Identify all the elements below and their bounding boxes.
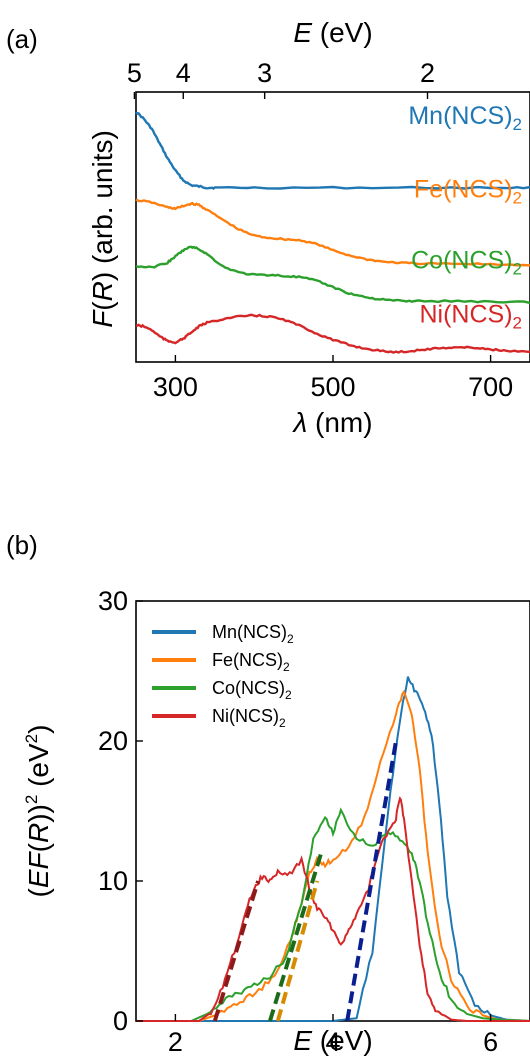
chart-b-fit-Co bbox=[268, 852, 324, 1022]
chart-a-line-Ni bbox=[135, 313, 530, 354]
chart-b-y-open: ( bbox=[23, 887, 54, 897]
chart-a-top-axis-title: E (eV) bbox=[293, 17, 372, 48]
chart-a-top-axis-var: E bbox=[293, 17, 312, 48]
chart-b-x-axis-title: E (eV) bbox=[293, 1025, 372, 1056]
chart-b-frame bbox=[135, 600, 530, 1022]
chart-b-legend-sub: 2 bbox=[279, 716, 286, 730]
chart-a-x-tick-label: 500 bbox=[310, 372, 355, 402]
chart-a-x-tick-label: 700 bbox=[468, 372, 513, 402]
chart-b-y-tick-label: 30 bbox=[98, 586, 128, 616]
chart-a-series-label-sub: 2 bbox=[513, 189, 522, 208]
chart-b-legend-sub: 2 bbox=[285, 688, 292, 702]
chart-a-series-labels: Mn(NCS)2Fe(NCS)2Co(NCS)2Ni(NCS)2 bbox=[408, 102, 522, 333]
chart-a-top-tick-label: 4 bbox=[176, 58, 191, 88]
chart-a-top-tick-label: 3 bbox=[257, 58, 272, 88]
chart-a-y-axis-F: F bbox=[87, 309, 118, 328]
chart-a-series-label-sub: 2 bbox=[513, 260, 522, 279]
chart-b-y-sup2: 2 bbox=[22, 734, 41, 743]
chart-b-fit-Ni bbox=[212, 880, 261, 1022]
chart-a-line-Co bbox=[135, 245, 530, 305]
chart-b-y-close: )) bbox=[23, 804, 54, 823]
chart-a-x-ticks: 300 500 700 bbox=[153, 355, 513, 402]
chart-b-legend: Mn(NCS)2Fe(NCS)2Co(NCS)2Ni(NCS)2 bbox=[152, 622, 294, 730]
panel-label-b: (b) bbox=[6, 530, 38, 560]
chart-b-legend-label-Fe: Fe(NCS)2 bbox=[212, 650, 290, 674]
chart-a-top-axis-unit: (eV) bbox=[312, 17, 373, 48]
chart-b-line-Co bbox=[136, 807, 530, 1022]
chart-b-legend-text: Mn(NCS) bbox=[212, 622, 287, 642]
chart-b-y-R: R bbox=[23, 823, 54, 843]
chart-a-line-Fe bbox=[135, 198, 530, 267]
chart-b-legend-label-Mn: Mn(NCS)2 bbox=[212, 622, 294, 646]
chart-b-legend-label-Ni: Ni(NCS)2 bbox=[212, 706, 286, 730]
chart-a-top-ticks: 5 4 3 2 bbox=[127, 58, 435, 99]
chart-a-y-axis-open: ( bbox=[87, 301, 118, 311]
chart-b-fit-Fe bbox=[275, 880, 320, 1022]
chart-b-y-axis-title: (EF(R))2 (eV2) bbox=[22, 725, 54, 898]
chart-a-series-label-text: Co(NCS) bbox=[411, 247, 512, 275]
chart-b-y-units-open: (eV bbox=[23, 743, 54, 795]
chart-b-fit-Mn bbox=[345, 740, 399, 1022]
chart-a-x-axis-title: λ (nm) bbox=[291, 407, 372, 438]
chart-b-x-tick-label: 6 bbox=[483, 1027, 498, 1056]
panel-label-a: (a) bbox=[6, 24, 38, 54]
chart-a-series-label-Co: Co(NCS)2 bbox=[411, 247, 522, 279]
chart-b-y-ticks: 0 10 20 30 bbox=[98, 586, 143, 1036]
chart-b-line-Ni bbox=[136, 796, 530, 1022]
chart-b-y-tick-label: 20 bbox=[98, 726, 128, 756]
chart-a-y-axis-unit: (arb. units) bbox=[87, 130, 118, 272]
chart-a-series-label-text: Mn(NCS) bbox=[408, 102, 512, 130]
chart-b-y-mid: ( bbox=[23, 842, 54, 852]
chart-b-y-sup1: 2 bbox=[22, 795, 41, 804]
chart-b-y-tick-label: 0 bbox=[113, 1006, 128, 1036]
chart-b-line-Fe bbox=[136, 689, 530, 1022]
chart-a-series-label-text: Fe(NCS) bbox=[414, 176, 513, 204]
chart-b-legend-text: Fe(NCS) bbox=[212, 650, 283, 670]
chart-b-y-tick-label: 10 bbox=[98, 866, 128, 896]
chart-b-x-tick-label: 4 bbox=[325, 1027, 340, 1056]
chart-a-x-axis-var: λ bbox=[291, 407, 307, 438]
chart-a-y-axis-R: R bbox=[87, 281, 118, 301]
chart-b-series bbox=[136, 676, 530, 1022]
chart-a-series-label-Mn: Mn(NCS)2 bbox=[408, 102, 522, 134]
chart-a-series-label-text: Ni(NCS) bbox=[419, 301, 512, 329]
chart-b-x-axis-var: E bbox=[293, 1025, 312, 1056]
chart-a-series bbox=[135, 111, 530, 354]
chart-a-line-Mn bbox=[135, 111, 530, 190]
chart-b-x-axis-unit: (eV) bbox=[312, 1025, 373, 1056]
chart-b-y-units-close: ) bbox=[23, 725, 54, 734]
chart-a-top-tick-label: 2 bbox=[420, 58, 435, 88]
chart-b-fits bbox=[212, 740, 399, 1022]
chart-b-legend-sub: 2 bbox=[287, 632, 294, 646]
chart-a-series-label-Ni: Ni(NCS)2 bbox=[419, 301, 522, 333]
chart-a-y-axis-close: ) bbox=[87, 272, 118, 281]
chart-a-y-axis-title: F(R) (arb. units) bbox=[87, 130, 118, 328]
chart-a-series-label-sub: 2 bbox=[513, 314, 522, 333]
chart-b-x-ticks: 2 4 6 bbox=[168, 1014, 498, 1056]
chart-b-x-tick-label: 2 bbox=[168, 1027, 183, 1056]
chart-b-line-Mn bbox=[136, 676, 530, 1022]
chart-b-legend-label-Co: Co(NCS)2 bbox=[212, 678, 292, 702]
chart-b-legend-text: Ni(NCS) bbox=[212, 706, 279, 726]
chart-b-legend-text: Co(NCS) bbox=[212, 678, 285, 698]
chart-a-series-label-sub: 2 bbox=[513, 115, 522, 134]
chart-a-x-tick-label: 300 bbox=[153, 372, 198, 402]
chart-a-series-label-Fe: Fe(NCS)2 bbox=[414, 176, 522, 208]
chart-b-y-EF: EF bbox=[23, 850, 54, 888]
chart-a-top-tick-label: 5 bbox=[127, 58, 142, 88]
chart-a-x-axis-unit: (nm) bbox=[307, 407, 372, 438]
chart-b-legend-sub: 2 bbox=[283, 660, 290, 674]
